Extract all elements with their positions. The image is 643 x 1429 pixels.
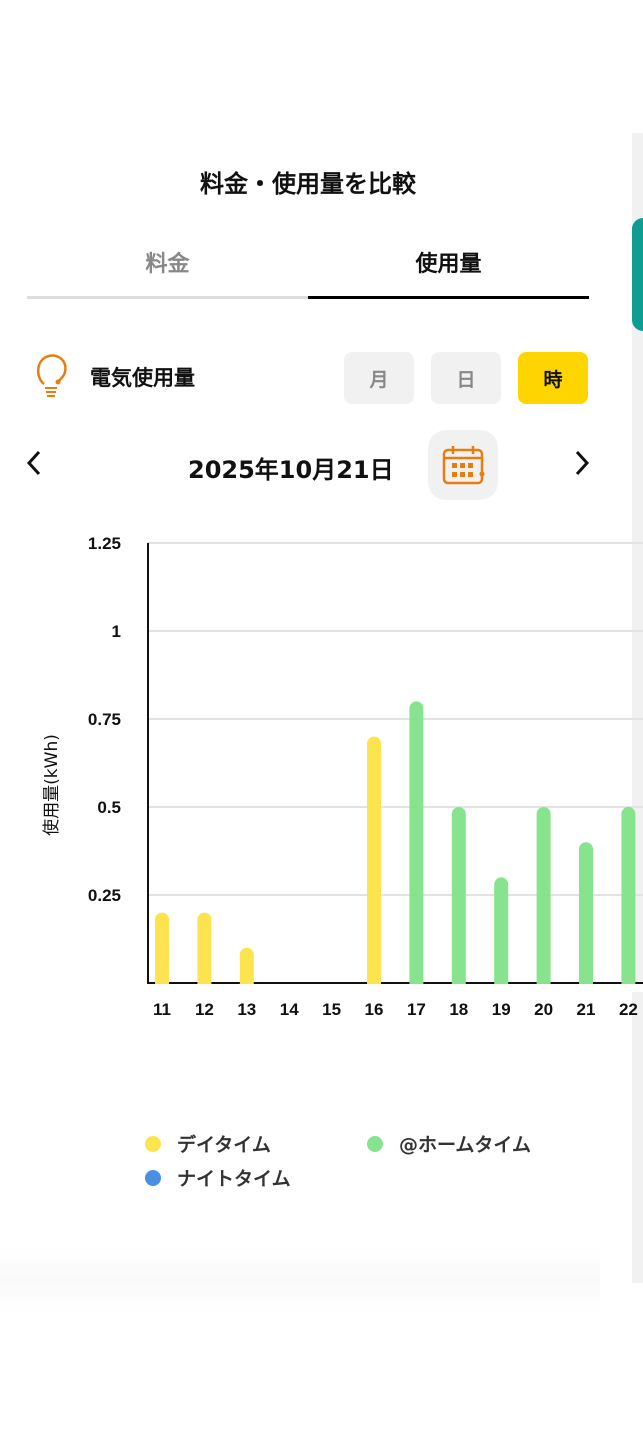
lightbulb-icon [37, 354, 67, 397]
mode-hour-button[interactable]: 時 [518, 352, 588, 404]
page-title: 料金・使用量を比較 [200, 170, 416, 198]
section-title: 電気使用量 [90, 366, 195, 390]
chevron-left-icon[interactable] [24, 448, 44, 478]
legend-item-day: デイタイム [145, 1130, 271, 1157]
x-tick-label: 22 [619, 1000, 638, 1019]
x-tick-label: 16 [365, 1000, 384, 1019]
period-toggle: 月 日 時 [344, 352, 588, 404]
y-axis-label: 使用量(kWh) [41, 734, 62, 836]
bar [409, 701, 424, 990]
date-navigator: 2025年10月21日 [0, 430, 616, 500]
bottom-panel [0, 1245, 600, 1315]
x-tick-label: 20 [534, 1000, 553, 1019]
x-tick-label: 21 [577, 1000, 596, 1019]
y-tick-label: 1.25 [88, 534, 121, 553]
y-tick-label: 0.5 [97, 798, 121, 817]
x-tick-label: 12 [195, 1000, 214, 1019]
mode-day-button[interactable]: 日 [431, 352, 501, 404]
x-tick-label: 13 [237, 1000, 256, 1019]
x-tick-label: 11 [153, 1000, 171, 1019]
x-tick-label: 18 [449, 1000, 468, 1019]
y-tick-label: 0.75 [88, 710, 121, 729]
legend-swatch [145, 1135, 161, 1152]
legend-label: ナイトタイム [177, 1168, 291, 1190]
tab-bar: 料金 使用量 [27, 246, 589, 299]
bar [494, 877, 509, 990]
y-tick-label: 1 [112, 622, 121, 641]
bar [367, 736, 381, 990]
y-tick-label: 0.25 [88, 886, 121, 905]
usage-bar-chart: 0.25 0.5 0.75 1 1.25 11 12 13 14 15 16 17 18 19 20 21 22… [41, 534, 643, 1019]
legend-item-home: @ホームタイム [367, 1130, 531, 1157]
axis-mask [149, 984, 643, 992]
tab-usage[interactable]: 使用量 [308, 246, 589, 299]
bar [579, 842, 593, 990]
x-tick-label: 14 [280, 1000, 299, 1019]
section-header: 電気使用量 [34, 352, 195, 402]
legend-swatch [145, 1169, 161, 1186]
legend-label: @ホームタイム [399, 1134, 532, 1156]
bar [536, 807, 551, 990]
side-tab[interactable] [632, 218, 643, 331]
date-label: 2025年10月21日 [188, 456, 394, 484]
legend-item-night: ナイトタイム [145, 1164, 291, 1191]
legend-label: デイタイム [177, 1134, 271, 1156]
chevron-right-icon[interactable] [572, 448, 592, 478]
bar [155, 912, 169, 990]
bar [451, 807, 466, 990]
x-tick-label: 15 [322, 1000, 341, 1019]
legend-swatch [367, 1135, 383, 1152]
calendar-button[interactable] [428, 430, 498, 500]
scrollbar-track[interactable] [632, 133, 643, 1283]
x-tick-label: 17 [407, 1000, 426, 1019]
bar [197, 912, 212, 990]
calendar-icon [442, 446, 485, 485]
tab-fee[interactable]: 料金 [27, 246, 308, 299]
mode-month-button[interactable]: 月 [344, 352, 414, 404]
bar [239, 947, 254, 990]
x-tick-label: 19 [492, 1000, 511, 1019]
bar [621, 807, 636, 990]
